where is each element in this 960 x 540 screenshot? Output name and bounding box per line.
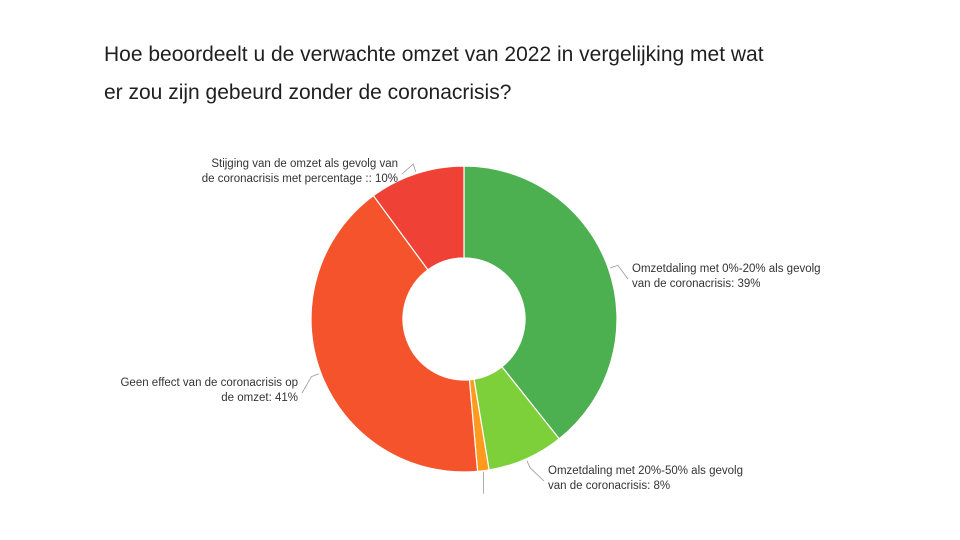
- slice-label-2-line-2: van de coronacrisis: 8%: [548, 480, 670, 492]
- leader-line-2: [526, 460, 545, 482]
- slice-label-1-line-1: Omzetdaling met 0%-20% als gevolg: [632, 263, 821, 275]
- leader-line-5: [401, 163, 417, 175]
- slice-label-2-line-1: Omzetdaling met 20%-50% als gevolg: [548, 465, 743, 477]
- donut-slice-4: [310, 194, 479, 473]
- donut-slice-5: [372, 165, 465, 271]
- slice-label-4-line-1: Geen effect van de coronacrisis op: [120, 377, 298, 389]
- leader-line-4: [301, 373, 320, 394]
- leader-line-1: [610, 264, 629, 280]
- slice-label-5-line-1: Stijging van de omzet als gevolg van: [211, 158, 398, 170]
- slice-label-5-line-2: de coronacrisis met percentage :: 10%: [202, 173, 398, 185]
- chart-title: Hoe beoordeelt u de verwachte omzet van …: [104, 36, 864, 112]
- slice-label-4-line-2: de omzet: 41%: [221, 392, 298, 404]
- donut-slice-1: [463, 165, 618, 440]
- slice-label-1-line-2: van de coronacrisis: 39%: [632, 278, 760, 290]
- chart-title-line-2: er zou zijn gebeurd zonder de coronacris…: [104, 81, 512, 104]
- chart-title-line-1: Hoe beoordeelt u de verwachte omzet van …: [104, 43, 764, 66]
